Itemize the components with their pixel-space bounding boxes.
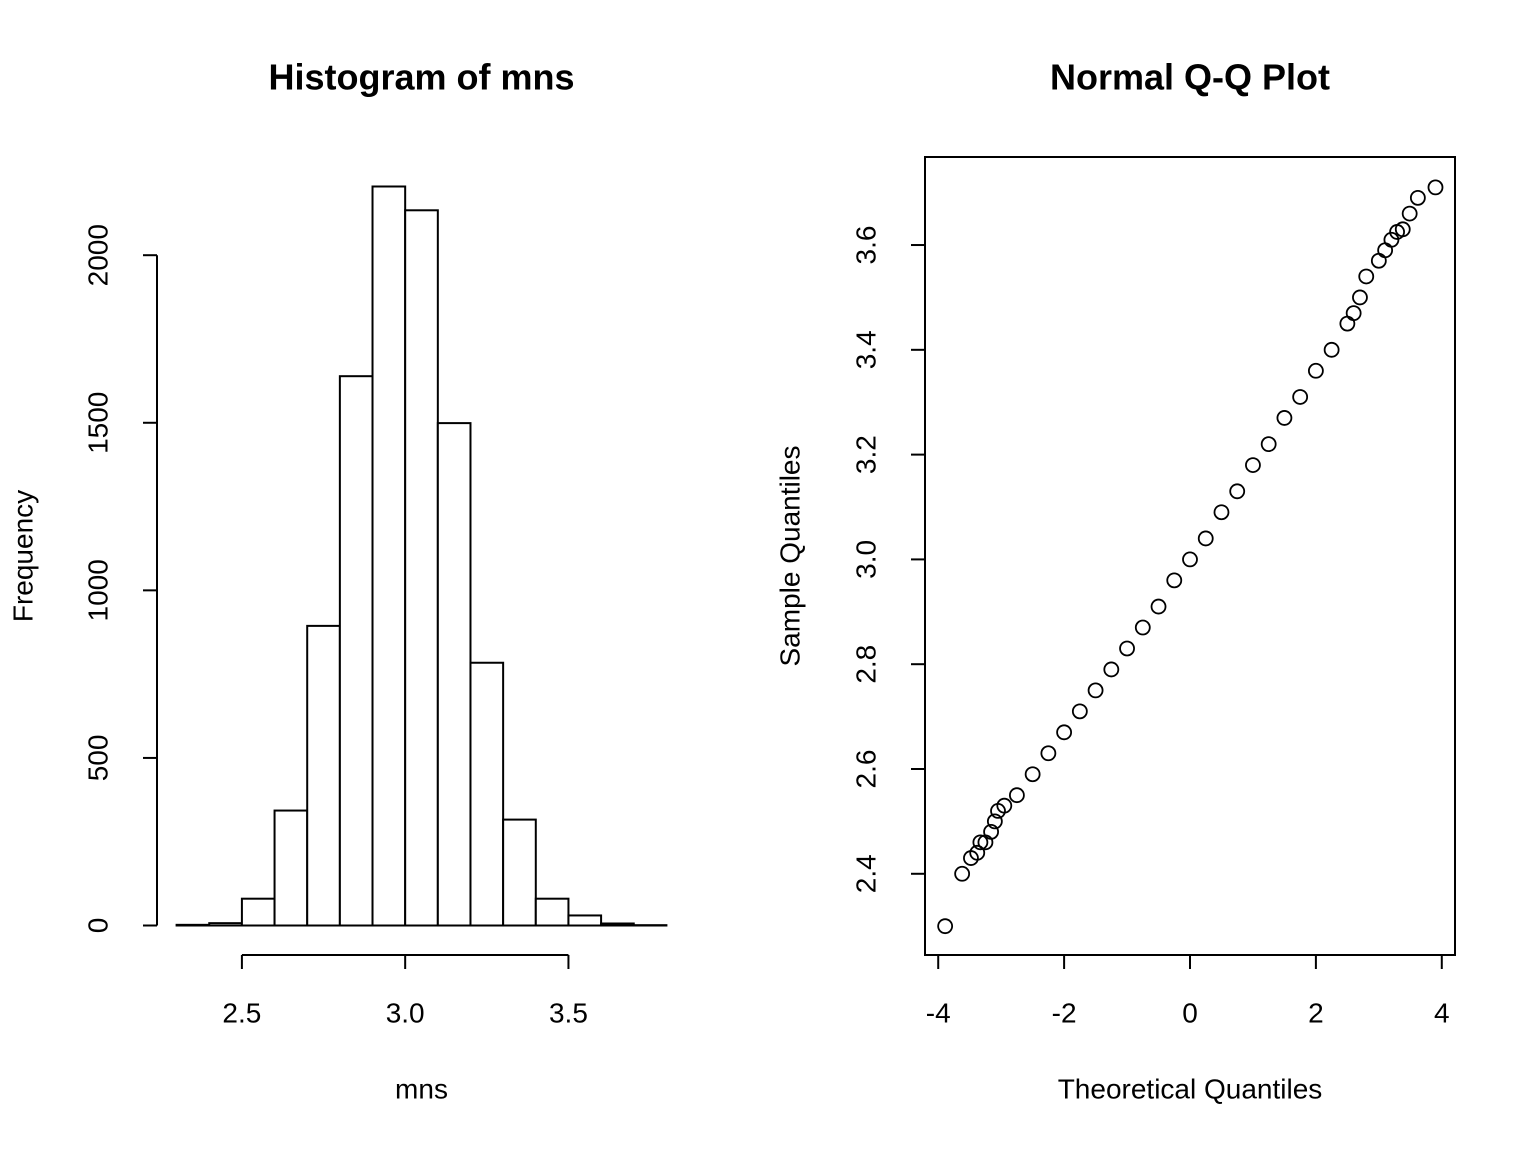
point [1260, 436, 1277, 453]
point [1103, 661, 1120, 678]
bar [208, 922, 243, 927]
bar [567, 914, 603, 927]
x-axis-label: mns [395, 1073, 448, 1104]
point [1134, 619, 1151, 636]
y-tick-label: 3.2 [850, 435, 881, 474]
point [1377, 242, 1394, 259]
point [1119, 640, 1135, 657]
bar [306, 624, 341, 927]
bar [338, 375, 374, 927]
y-axis-label: Frequency [7, 490, 38, 622]
point [1427, 179, 1444, 196]
bar [371, 185, 407, 927]
bar [240, 897, 276, 927]
y-tick-label: 3.0 [850, 540, 881, 579]
x-tick-label: 3.0 [386, 997, 425, 1028]
point [1276, 410, 1293, 426]
point [1213, 504, 1230, 521]
x-tick-label: 0 [1182, 997, 1198, 1028]
point [1352, 289, 1368, 306]
point [1197, 530, 1214, 547]
plot-frame [924, 156, 1456, 956]
point [1024, 766, 1041, 783]
x-axis-label: Theoretical Quantiles [1058, 1073, 1323, 1104]
point [1323, 341, 1340, 358]
y-tick-label: 2.8 [850, 645, 881, 684]
x-tick-label: 2 [1308, 997, 1324, 1028]
x-tick-label: -4 [926, 997, 951, 1028]
bar [600, 922, 635, 927]
point [996, 797, 1013, 814]
point [1087, 682, 1104, 699]
point [986, 813, 1003, 830]
point [1370, 252, 1387, 269]
y-tick-label: 1000 [82, 559, 113, 621]
bar [273, 809, 309, 927]
point [1345, 305, 1362, 322]
point [1339, 315, 1356, 332]
y-tick-label: 2.6 [850, 750, 881, 789]
point [1229, 483, 1246, 500]
point [1401, 205, 1418, 222]
y-tick-label: 3.6 [850, 226, 881, 265]
bar [175, 923, 211, 927]
bar [534, 897, 570, 927]
chart-title: Normal Q-Q Plot [1050, 57, 1330, 98]
point [1150, 598, 1167, 615]
point [954, 865, 971, 882]
point [972, 834, 989, 851]
bar [502, 818, 537, 927]
point [969, 844, 986, 861]
point [1394, 221, 1411, 238]
x-tick-label: -2 [1052, 997, 1077, 1028]
y-tick-label: 500 [82, 735, 113, 782]
point [1409, 189, 1426, 206]
point [1056, 724, 1073, 741]
bar [436, 422, 472, 927]
x-tick-label: 4 [1434, 997, 1450, 1028]
point [937, 918, 954, 935]
point [983, 823, 999, 840]
y-tick-label: 0 [82, 918, 113, 934]
point [1307, 362, 1324, 379]
point [1071, 703, 1088, 720]
x-tick-label: 2.5 [222, 997, 261, 1028]
y-tick-label: 2000 [82, 224, 113, 286]
chart-title: Histogram of mns [268, 57, 574, 98]
y-axis-label: Sample Quantiles [774, 445, 805, 666]
point [1245, 457, 1261, 473]
bar [469, 661, 505, 927]
point [1358, 268, 1375, 285]
y-tick-label: 3.4 [850, 330, 881, 369]
point [1009, 787, 1025, 804]
point [1292, 389, 1309, 405]
point [1182, 551, 1198, 568]
x-tick-label: 3.5 [549, 997, 588, 1028]
y-tick-label: 2.4 [850, 854, 881, 893]
y-tick-label: 1500 [82, 392, 113, 454]
point [1040, 745, 1057, 762]
point [1166, 572, 1183, 589]
point [1383, 231, 1400, 248]
bar [404, 209, 439, 927]
